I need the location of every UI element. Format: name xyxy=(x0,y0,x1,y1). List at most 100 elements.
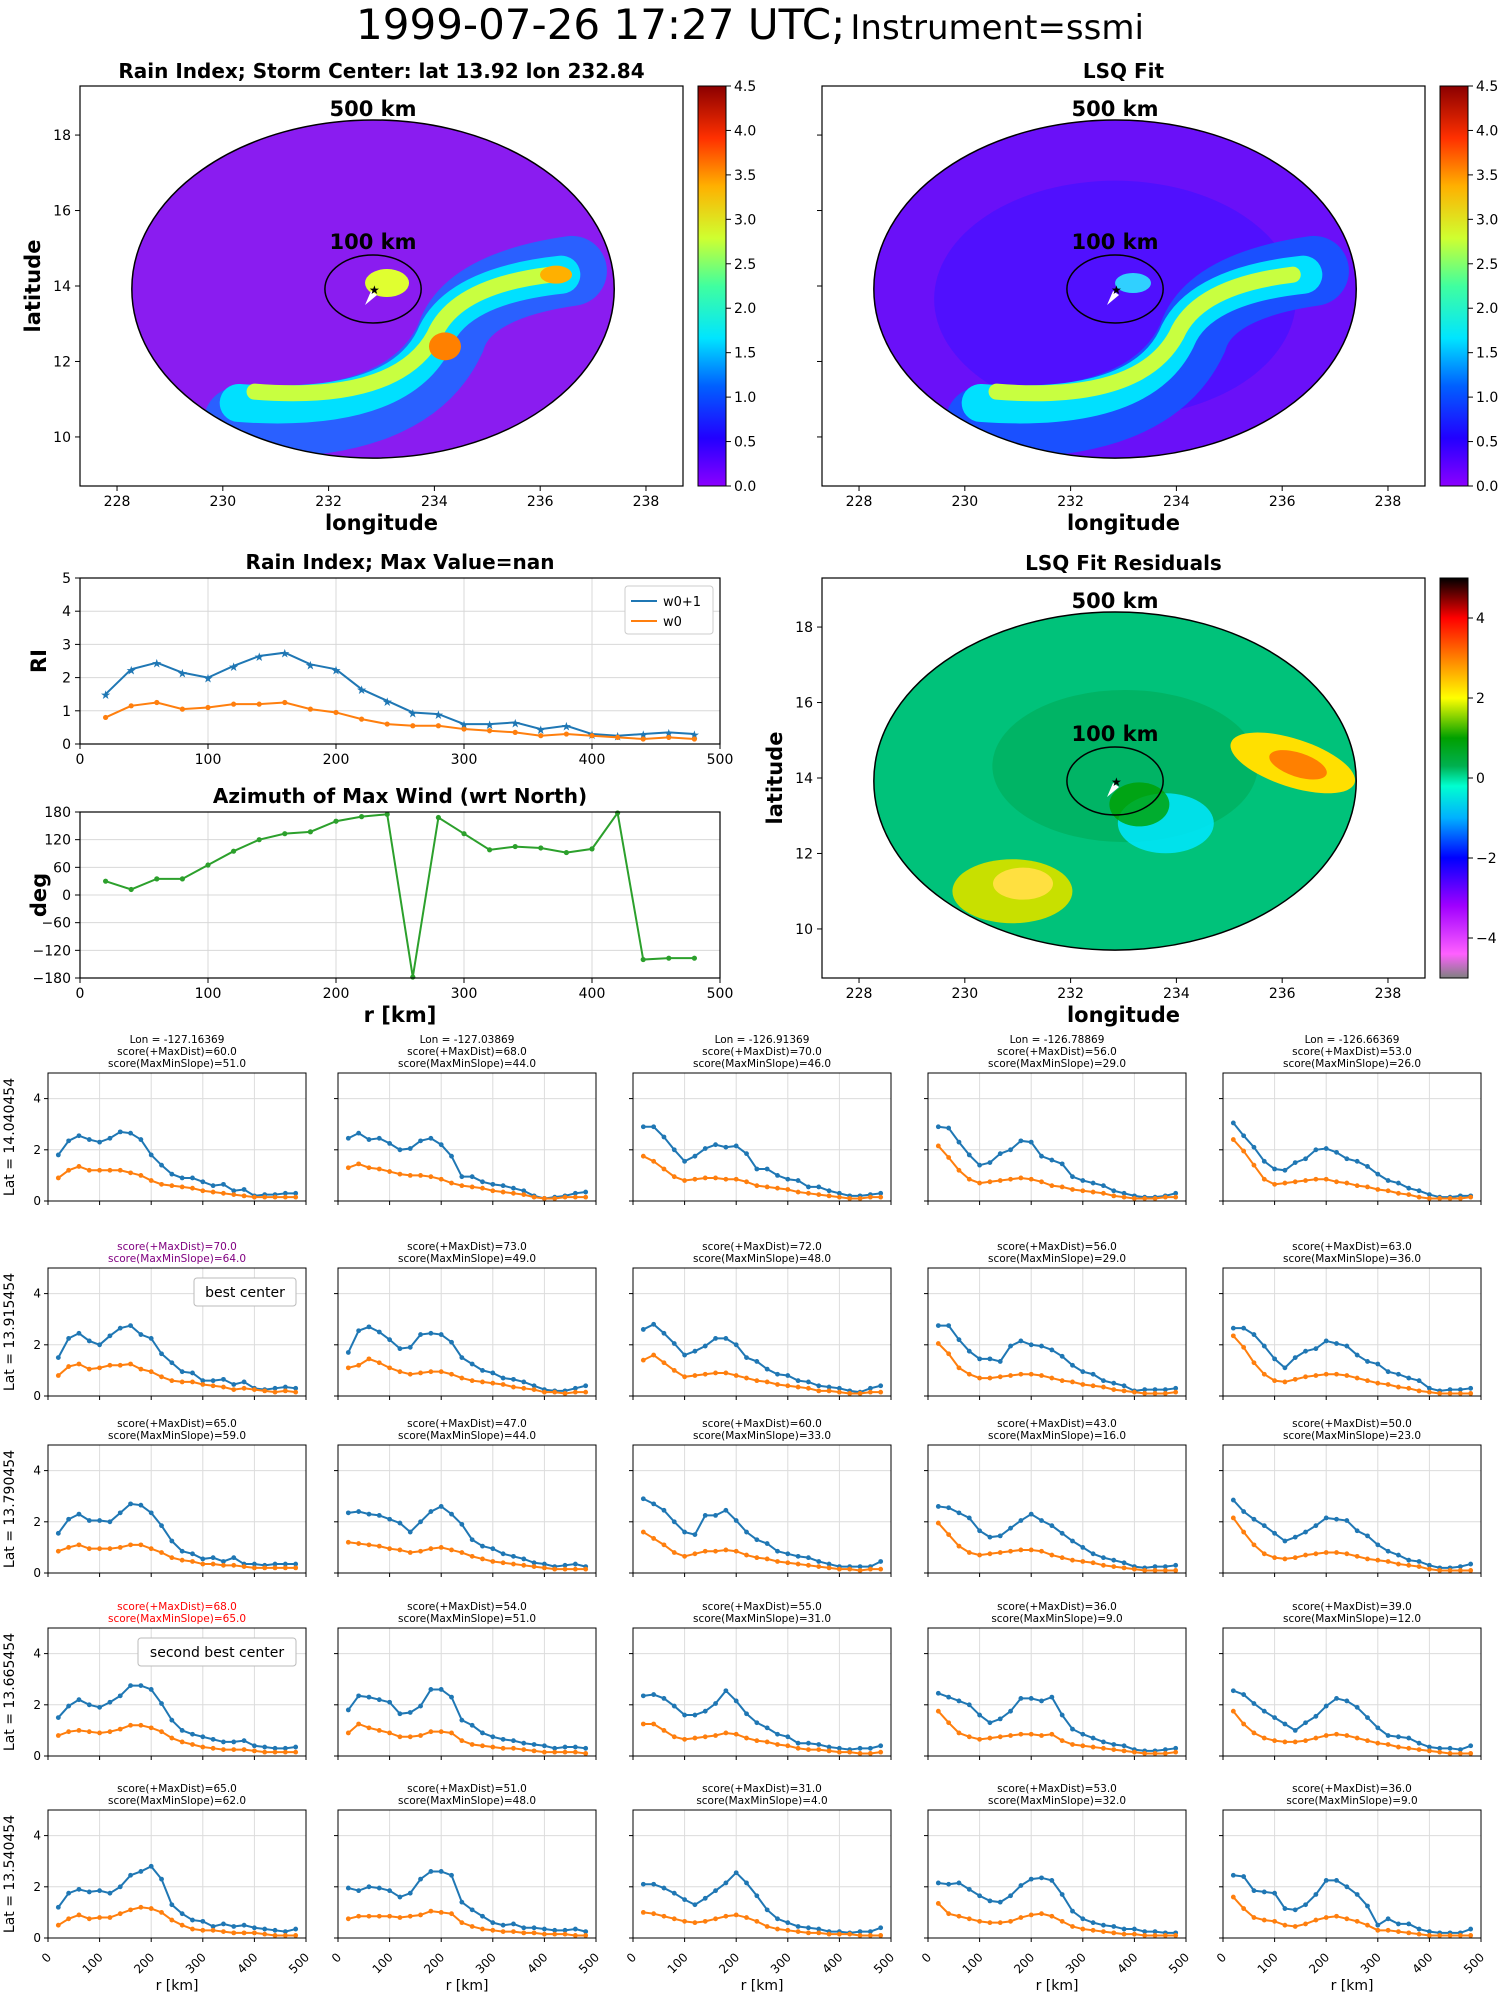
subplot-r0-c2: Lon = -126.91369score(+MaxDist)=70.0scor… xyxy=(629,1034,892,1205)
series-point xyxy=(1080,1926,1086,1932)
subplot-title-line: score(MaxMinSlope)=48.0 xyxy=(693,1253,831,1265)
series-point xyxy=(966,1916,972,1922)
series-point xyxy=(977,1736,982,1742)
series-point xyxy=(107,1729,113,1735)
series-point xyxy=(754,1537,760,1543)
series-point xyxy=(531,1748,537,1754)
subplot-r3-c0: 024score(+MaxDist)=68.0score(MaxMinSlope… xyxy=(33,1601,307,1763)
series-point xyxy=(1292,1160,1298,1165)
series-point: ★ xyxy=(151,657,162,671)
y-tick-label: 5 xyxy=(62,571,71,587)
series-point xyxy=(754,1893,760,1899)
series-point xyxy=(1292,1924,1298,1929)
line-chart-1: 0 100 200 300 400 500−180−120−60060120180Azim… xyxy=(27,784,733,1027)
colorbar-tick-label: 4.5 xyxy=(1476,79,1498,95)
subplot-title-line: score(+MaxDist)=60.0 xyxy=(702,1418,822,1430)
field-hotspot-core xyxy=(993,867,1053,900)
series-point xyxy=(210,1927,216,1933)
subplot-title-line: Lon = -126.91369 xyxy=(715,1034,810,1046)
series-point xyxy=(500,1736,506,1742)
series-point xyxy=(1354,1553,1360,1559)
series-point xyxy=(252,1194,257,1200)
axes-frame xyxy=(632,1809,892,1939)
series-point xyxy=(387,1337,392,1343)
series-point xyxy=(1261,1343,1267,1349)
series-point xyxy=(1457,1751,1463,1756)
series-point xyxy=(640,1496,646,1502)
series-point xyxy=(837,1385,842,1391)
series-point xyxy=(148,1546,154,1552)
series-point xyxy=(1323,1733,1329,1738)
series-point xyxy=(376,1360,382,1366)
series-point xyxy=(76,1164,82,1169)
series-point xyxy=(966,1702,972,1708)
series-point xyxy=(956,1167,962,1173)
series-point xyxy=(480,1730,485,1736)
series-point xyxy=(1323,1550,1329,1555)
series-point xyxy=(221,1190,226,1196)
series-point xyxy=(241,1922,247,1928)
series-point xyxy=(231,1387,237,1392)
series-point xyxy=(651,1692,657,1697)
series-point xyxy=(702,1175,708,1181)
series-point xyxy=(480,1556,485,1562)
series-point xyxy=(966,1886,972,1892)
series-point xyxy=(572,1749,578,1755)
colorbar-tick-label: 3.5 xyxy=(734,168,756,184)
series-point xyxy=(241,1747,247,1752)
series-point xyxy=(956,1730,962,1736)
colorbar-ramp xyxy=(1439,577,1469,979)
x-tick-label: 300 xyxy=(183,1950,209,1976)
series-point xyxy=(500,1745,506,1751)
series-point xyxy=(1230,1872,1236,1878)
series-point xyxy=(1173,1568,1179,1573)
series-point xyxy=(562,1562,568,1568)
series-point: ★ xyxy=(331,663,342,677)
series-point xyxy=(1070,1557,1075,1563)
series-point xyxy=(1251,1542,1257,1548)
series-point xyxy=(754,1166,760,1172)
series-point xyxy=(397,1520,403,1526)
series-point xyxy=(438,1369,444,1375)
x-tick-label: 500 xyxy=(576,1950,602,1976)
series-point xyxy=(977,1162,982,1168)
series-point xyxy=(651,1536,657,1541)
subplot-r1-c4: score(+MaxDist)=63.0score(MaxMinSlope)=3… xyxy=(1219,1241,1482,1400)
series-point xyxy=(542,1931,547,1937)
series-point xyxy=(572,1744,578,1750)
series-point xyxy=(459,1174,465,1180)
series-point xyxy=(521,1556,527,1562)
series-point xyxy=(500,1929,506,1934)
field-hotspot xyxy=(1115,273,1152,294)
series-point xyxy=(744,1735,749,1741)
series-point xyxy=(387,1913,392,1919)
y-tick-label: 4 xyxy=(62,604,71,620)
series-point: ★ xyxy=(484,718,495,732)
series-point xyxy=(356,1130,362,1136)
series-point xyxy=(1039,1733,1044,1738)
subplot-title-line: score(MaxMinSlope)=4.0 xyxy=(696,1795,827,1807)
series-point xyxy=(293,1744,299,1750)
series-point xyxy=(500,1382,506,1387)
series-point xyxy=(867,1929,873,1934)
series-point xyxy=(397,1734,403,1740)
x-tick-label: 100 xyxy=(960,1950,986,1976)
field-hotspot xyxy=(365,269,410,298)
series-point xyxy=(1142,1568,1148,1573)
series-point xyxy=(987,1720,993,1726)
series-point xyxy=(1282,1739,1288,1745)
subplot-title-line: score(MaxMinSlope)=36.0 xyxy=(1283,1253,1421,1265)
series-point xyxy=(1313,1551,1319,1557)
axes-frame xyxy=(927,1627,1187,1757)
series-point xyxy=(1101,1378,1106,1384)
series-point xyxy=(1313,1373,1319,1378)
subplot-area xyxy=(338,1268,596,1396)
series-point xyxy=(356,1541,362,1546)
series-point xyxy=(179,1175,185,1181)
subplot-title-line: score(+MaxDist)=68.0 xyxy=(117,1601,237,1613)
series-point xyxy=(1090,1920,1096,1926)
series-point xyxy=(345,1707,351,1713)
series-point xyxy=(562,1391,568,1396)
series-point xyxy=(512,729,518,735)
x-tick-label: 400 xyxy=(1114,1950,1140,1976)
